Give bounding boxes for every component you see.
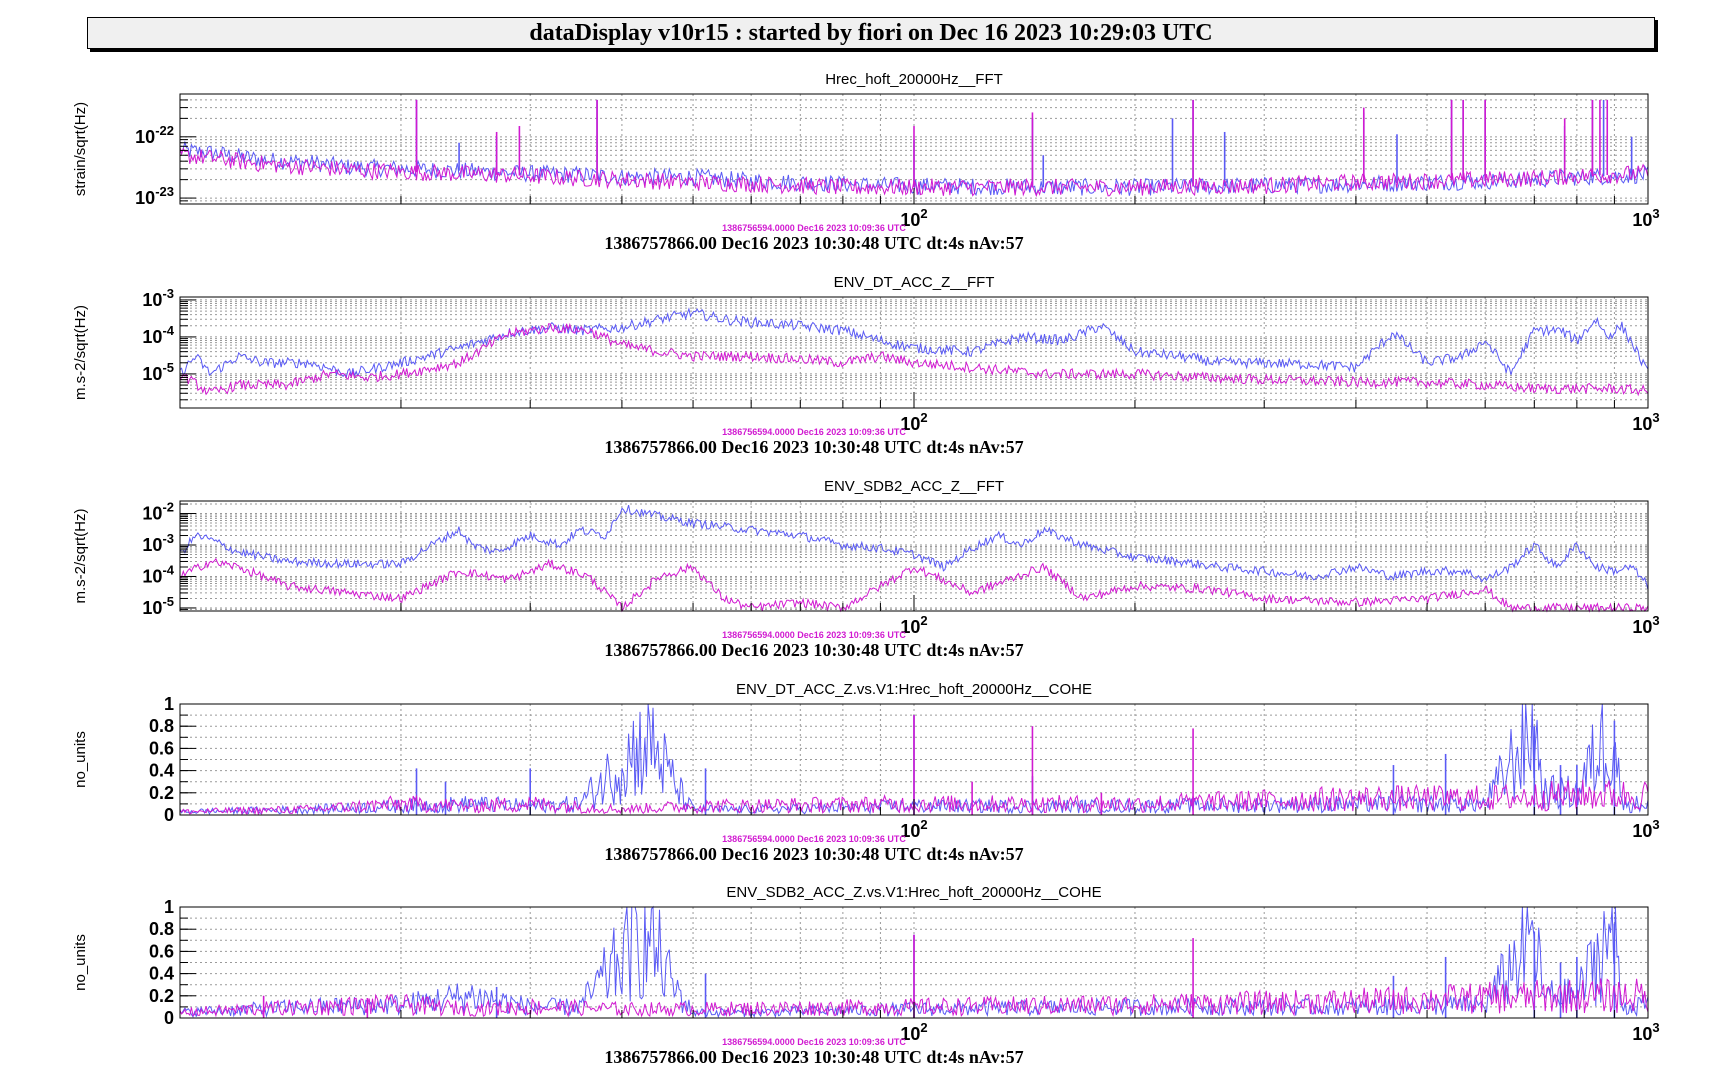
y-tick-label: 10-5 bbox=[142, 360, 174, 384]
series-line-magenta bbox=[179, 322, 1649, 397]
grid-lines bbox=[180, 501, 1648, 611]
y-tick-label: 0.4 bbox=[149, 964, 174, 984]
chart-title: ENV_DT_ACC_Z.vs.V1:Hrec_hoft_20000Hz__CO… bbox=[736, 681, 1092, 698]
x-tick-label: 103 bbox=[1632, 613, 1659, 637]
y-tick-label: 0.6 bbox=[149, 941, 174, 961]
y-tick-label: 0 bbox=[164, 1008, 174, 1028]
chart-title: ENV_DT_ACC_Z__FFT bbox=[834, 274, 995, 291]
y-tick-label: 0.2 bbox=[149, 986, 174, 1006]
reference-time-label: 1386756594.0000 Dec16 2023 10:09:36 UTC bbox=[722, 223, 906, 233]
y-tick-label: 10-23 bbox=[135, 184, 174, 208]
chart-title: ENV_SDB2_ACC_Z__FFT bbox=[824, 478, 1004, 495]
chart-footer: 1386757866.00 Dec16 2023 10:30:48 UTC dt… bbox=[604, 437, 1023, 457]
y-tick-label: 0 bbox=[164, 805, 174, 825]
chart-footer: 1386757866.00 Dec16 2023 10:30:48 UTC dt… bbox=[604, 844, 1023, 864]
y-axis-label: m.s-2/sqrt(Hz) bbox=[72, 305, 89, 400]
reference-time-label: 1386756594.0000 Dec16 2023 10:09:36 UTC bbox=[722, 630, 906, 640]
y-tick-label: 10-4 bbox=[142, 323, 174, 347]
chart-title: ENV_SDB2_ACC_Z.vs.V1:Hrec_hoft_20000Hz__… bbox=[726, 884, 1101, 901]
reference-time-label: 1386756594.0000 Dec16 2023 10:09:36 UTC bbox=[722, 1037, 906, 1047]
chart-panel-5: ENV_SDB2_ACC_Z.vs.V1:Hrec_hoft_20000Hz__… bbox=[72, 884, 1660, 1067]
chart-footer: 1386757866.00 Dec16 2023 10:30:48 UTC dt… bbox=[604, 1047, 1023, 1067]
grid-lines bbox=[180, 297, 1648, 408]
y-tick-label: 10-4 bbox=[142, 562, 174, 586]
series-line-magenta bbox=[179, 557, 1649, 613]
chart-panel-4: ENV_DT_ACC_Z.vs.V1:Hrec_hoft_20000Hz__CO… bbox=[72, 681, 1660, 864]
y-tick-label: 10-3 bbox=[142, 286, 174, 310]
y-axis-label: strain/sqrt(Hz) bbox=[72, 102, 89, 196]
y-axis-label: no_units bbox=[72, 934, 89, 991]
chart-footer: 1386757866.00 Dec16 2023 10:30:48 UTC dt… bbox=[604, 233, 1023, 253]
y-tick-label: 1 bbox=[164, 694, 174, 714]
x-tick-label: 102 bbox=[900, 613, 927, 637]
y-tick-label: 0.4 bbox=[149, 761, 174, 781]
y-axis-label: no_units bbox=[72, 731, 89, 788]
y-axis-label: m.s-2/sqrt(Hz) bbox=[72, 509, 89, 604]
reference-time-label: 1386756594.0000 Dec16 2023 10:09:36 UTC bbox=[722, 834, 906, 844]
x-tick-label: 103 bbox=[1632, 410, 1659, 434]
y-tick-label: 10-2 bbox=[142, 500, 174, 524]
chart-panel-1: Hrec_hoft_20000Hz__FFT 10-23 10-22 strain/s… bbox=[72, 71, 1660, 253]
x-tick-label: 103 bbox=[1632, 817, 1659, 841]
y-tick-label: 10-5 bbox=[142, 594, 174, 618]
x-tick-label: 102 bbox=[900, 206, 927, 230]
display-title-box: dataDisplay v10r15 : started by fiori on… bbox=[87, 17, 1655, 49]
chart-title: Hrec_hoft_20000Hz__FFT bbox=[825, 71, 1003, 88]
x-tick-label: 103 bbox=[1632, 206, 1659, 230]
y-tick-label: 0.8 bbox=[149, 919, 174, 939]
y-tick-label: 0.8 bbox=[149, 716, 174, 736]
display-title: dataDisplay v10r15 : started by fiori on… bbox=[529, 19, 1213, 46]
y-tick-label: 0.2 bbox=[149, 783, 174, 803]
y-tick-label: 10-3 bbox=[142, 531, 174, 555]
y-tick-label: 0.6 bbox=[149, 738, 174, 758]
y-tick-label: 1 bbox=[164, 897, 174, 917]
reference-time-label: 1386756594.0000 Dec16 2023 10:09:36 UTC bbox=[722, 427, 906, 437]
chart-panel-3: ENV_SDB2_ACC_Z__FFT 10-5 10-4 10-3 10-2 m.s-2… bbox=[72, 478, 1660, 660]
series-line-blue bbox=[179, 504, 1649, 590]
x-tick-label: 103 bbox=[1632, 1020, 1659, 1044]
x-tick-label: 102 bbox=[900, 1020, 927, 1044]
x-tick-label: 102 bbox=[900, 817, 927, 841]
chart-footer: 1386757866.00 Dec16 2023 10:30:48 UTC dt… bbox=[604, 640, 1023, 660]
x-tick-label: 102 bbox=[900, 410, 927, 434]
chart-panel-2: ENV_DT_ACC_Z__FFT 10-5 10-4 10-3 m.s-2/sqrt(… bbox=[72, 274, 1660, 457]
series-line-blue bbox=[179, 307, 1649, 378]
y-tick-label: 10-22 bbox=[135, 123, 174, 147]
